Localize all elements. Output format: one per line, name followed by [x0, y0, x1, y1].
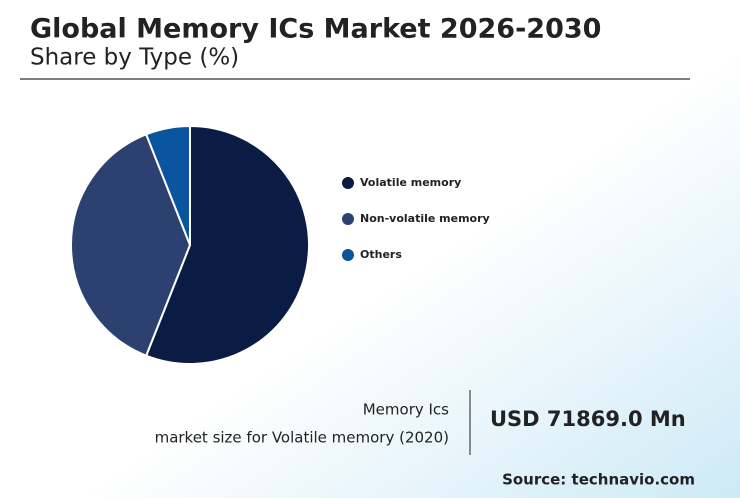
legend-marker	[342, 177, 354, 189]
legend-marker	[342, 213, 354, 225]
source: Source: technavio.com	[502, 471, 695, 489]
legend-marker	[342, 249, 354, 261]
legend-label: Non-volatile memory	[360, 212, 490, 225]
legend-label: Others	[360, 248, 402, 261]
legend-label: Volatile memory	[360, 176, 461, 189]
pie-slice	[144, 124, 311, 365]
pie-slice	[70, 133, 192, 357]
chart-title: Global Memory ICs Market 2026-2030	[30, 14, 601, 45]
stat-value: USD 71869.0 Mn	[490, 407, 686, 431]
stat-caption: market size for Volatile memory (2020)	[155, 429, 449, 447]
stat-label: Memory Ics	[363, 401, 449, 419]
pie-slice	[144, 124, 191, 246]
chart-subtitle: Share by Type (%)	[30, 45, 239, 71]
